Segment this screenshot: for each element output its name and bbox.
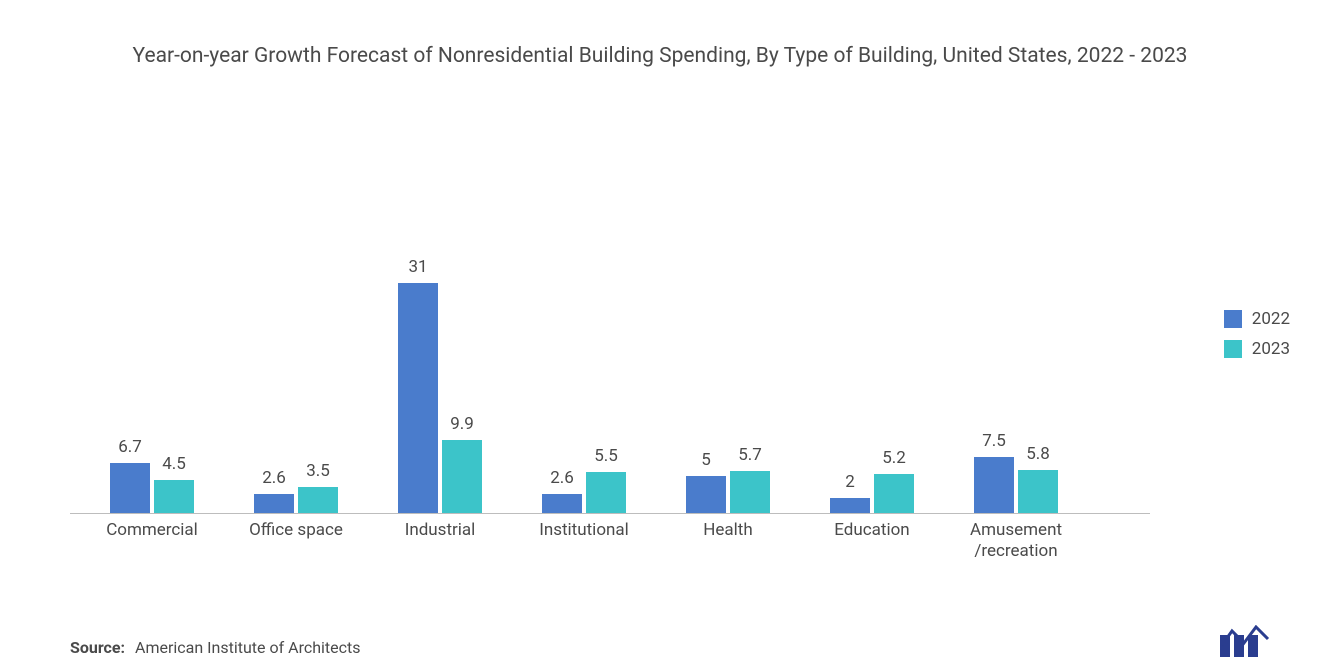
bar: 5.5	[586, 472, 626, 513]
chart-title: Year-on-year Growth Forecast of Nonresid…	[0, 14, 1320, 71]
bar: 5	[686, 476, 726, 513]
source-text: American Institute of Architects	[135, 638, 361, 657]
bar: 5.8	[1018, 470, 1058, 513]
legend-label: 2023	[1252, 339, 1290, 359]
category-label: Industrial	[368, 520, 512, 541]
bar-value-label: 3.5	[288, 461, 348, 481]
bar: 2	[830, 498, 870, 513]
x-axis-labels: CommercialOffice spaceIndustrialInstitut…	[70, 514, 1150, 574]
bar-value-label: 5.5	[576, 446, 636, 466]
bar-value-label: 5.7	[720, 445, 780, 465]
chart-plot-area: 6.74.52.63.5319.92.65.555.725.27.55.8	[70, 174, 1150, 514]
bar: 5.2	[874, 474, 914, 513]
bar-value-label: 2	[820, 472, 880, 492]
bar: 4.5	[154, 480, 194, 513]
legend-swatch-icon	[1224, 340, 1242, 358]
bar: 9.9	[442, 440, 482, 513]
legend: 2022 2023	[1224, 309, 1290, 369]
category-label: Amusement /recreation	[944, 520, 1088, 563]
legend-item: 2023	[1224, 339, 1290, 359]
source-label: Source:	[70, 638, 125, 657]
legend-item: 2022	[1224, 309, 1290, 329]
bar: 7.5	[974, 457, 1014, 513]
bar: 3.5	[298, 487, 338, 513]
category-label: Education	[800, 520, 944, 541]
category-label: Office space	[224, 520, 368, 541]
bar-value-label: 9.9	[432, 414, 492, 434]
brand-logo-icon	[1220, 625, 1280, 657]
bar-value-label: 2.6	[532, 468, 592, 488]
bar: 2.6	[542, 494, 582, 513]
legend-swatch-icon	[1224, 310, 1242, 328]
bar-value-label: 4.5	[144, 454, 204, 474]
legend-label: 2022	[1252, 309, 1290, 329]
bar: 31	[398, 283, 438, 513]
bar-value-label: 5.8	[1008, 444, 1068, 464]
bar: 5.7	[730, 471, 770, 513]
bar-value-label: 31	[388, 257, 448, 277]
bar-value-label: 5.2	[864, 448, 924, 468]
category-label: Institutional	[512, 520, 656, 541]
category-label: Health	[656, 520, 800, 541]
source-attribution: Source: American Institute of Architects	[70, 638, 361, 657]
category-label: Commercial	[80, 520, 224, 541]
bar: 2.6	[254, 494, 294, 513]
